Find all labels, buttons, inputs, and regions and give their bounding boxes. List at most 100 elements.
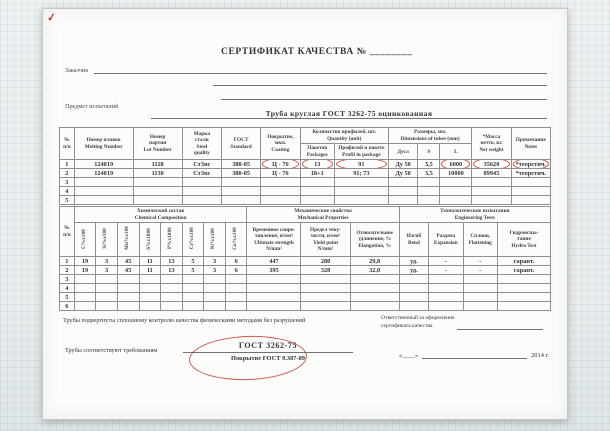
table-cell: 3 bbox=[95, 256, 118, 267]
table-cell: 89945 bbox=[471, 168, 512, 179]
col-p1000: Р%х1000 bbox=[160, 222, 183, 258]
table-cell: 91 bbox=[333, 159, 389, 170]
table-cell: 3 bbox=[59, 177, 75, 188]
table-cell bbox=[439, 186, 473, 197]
table-cell bbox=[73, 186, 134, 197]
table-cell bbox=[300, 274, 351, 285]
col-profiles: Профилей в пакете Profil in package bbox=[333, 143, 389, 161]
table-cell bbox=[462, 292, 498, 303]
table-cell: 13 bbox=[160, 256, 183, 267]
table-cell: 2 bbox=[59, 265, 75, 276]
table-cell: 29,8 bbox=[349, 256, 400, 267]
gost-block: ГОСТ 3262-75 Покрытие ГОСТ 9.307-89 bbox=[183, 341, 353, 362]
table-cell bbox=[246, 274, 302, 285]
table-cell: уд. bbox=[398, 265, 430, 276]
table-cell bbox=[116, 274, 140, 285]
table-cell: 124019 bbox=[73, 159, 134, 170]
table-cell bbox=[95, 301, 118, 312]
table-cell bbox=[333, 186, 389, 197]
date-year: 2014 г. bbox=[531, 352, 549, 359]
page-title: СЕРТИФИКАТ КАЧЕСТВА № ________ bbox=[221, 47, 413, 57]
table-cell bbox=[116, 283, 140, 294]
table-cell bbox=[246, 301, 302, 312]
col-melting: Номер плавок Melting Number bbox=[73, 126, 134, 161]
table-cell: 380-05 bbox=[220, 159, 262, 170]
control-note: Трубы подвергнуты сплошному контролю кач… bbox=[63, 317, 306, 324]
chem-mech-table-wrap: № п/п Химический состав Chemical Composi… bbox=[59, 205, 552, 312]
table-row: 5 bbox=[59, 292, 552, 303]
table-cell bbox=[73, 195, 134, 206]
pipes-table-wrap: № п/п Номер плавок Melting Number Номер … bbox=[59, 126, 552, 206]
table-cell bbox=[181, 195, 223, 206]
table-cell: Ц - 76 bbox=[260, 159, 301, 170]
table-cell bbox=[428, 274, 464, 285]
title-blank-line: ________ bbox=[369, 47, 413, 57]
table-cell: 3 bbox=[203, 256, 226, 267]
table-cell bbox=[224, 283, 248, 294]
table-cell bbox=[224, 292, 248, 303]
chem-mech-table: № п/п Химический состав Chemical Composi… bbox=[59, 205, 552, 312]
table-cell bbox=[417, 195, 441, 206]
table-cell bbox=[181, 274, 205, 285]
table-cell bbox=[203, 301, 226, 312]
table-cell bbox=[181, 186, 223, 197]
col-cr: Cr%х100 bbox=[181, 222, 205, 258]
responsible-blank-line bbox=[457, 329, 543, 330]
table-cell: *теоретич. bbox=[510, 168, 552, 179]
col-mn: Mn%х100 bbox=[116, 222, 140, 258]
table-cell bbox=[299, 195, 335, 206]
table-cell bbox=[462, 283, 498, 294]
table-cell bbox=[138, 301, 162, 312]
table-cell bbox=[387, 177, 419, 188]
table-cell: 3,5 bbox=[417, 168, 441, 179]
table-cell: 5 bbox=[181, 256, 205, 267]
table-cell bbox=[260, 186, 301, 197]
table-cell bbox=[160, 283, 183, 294]
col-packages: Пакетов Packages bbox=[299, 143, 335, 161]
table-cell: Ду 50 bbox=[387, 168, 419, 179]
table-cell bbox=[439, 195, 473, 206]
table-cell bbox=[387, 195, 419, 206]
table-row: 1 124019 1128 Ст3пс 380-05 Ц - 76 13 91 Ду 50 3,5… bbox=[59, 159, 552, 170]
table-cell: гарант. bbox=[496, 256, 552, 267]
table-cell: 13 bbox=[299, 159, 335, 170]
table2-header-row-2: С%х100 Si%х100 Mn%х100 S%х1000 Р%х1000 C… bbox=[60, 222, 552, 258]
table-row: 5 bbox=[59, 195, 552, 206]
table-cell: 4 bbox=[59, 186, 75, 197]
table-cell: 11 bbox=[138, 256, 162, 267]
col-cr-label: Cr%х100 bbox=[189, 227, 195, 250]
table-cell bbox=[181, 283, 205, 294]
gost-divider-line bbox=[183, 352, 353, 353]
col-num2: № п/п bbox=[59, 205, 75, 258]
table-cell bbox=[220, 195, 262, 206]
table-cell bbox=[510, 177, 552, 188]
col-s1000: S%х1000 bbox=[138, 222, 162, 258]
table-cell bbox=[203, 274, 226, 285]
table-cell bbox=[299, 186, 335, 197]
table-cell: 1 bbox=[59, 256, 75, 267]
table-row: 1 19 3 45 11 13 5 3 6 447 280 29,8 уд. - - гарант. bbox=[59, 256, 552, 267]
table-cell: 124019 bbox=[73, 168, 134, 179]
table-cell bbox=[181, 301, 205, 312]
col-eng-group: Технологические испытания Engineering Te… bbox=[398, 205, 552, 224]
col-mn-label: Mn%х100 bbox=[125, 226, 131, 251]
blank-line-3 bbox=[221, 99, 547, 100]
col-steel: Марка стали Steel quality bbox=[181, 126, 223, 161]
table-cell bbox=[95, 274, 118, 285]
table-cell bbox=[224, 301, 248, 312]
col-cu-label: Cu%х100 bbox=[233, 227, 239, 250]
col-notes: Примечание Notes bbox=[510, 126, 552, 161]
table-cell: 5 bbox=[181, 265, 205, 276]
date-blank-line bbox=[422, 351, 528, 359]
table-cell bbox=[510, 195, 552, 206]
table-cell bbox=[398, 274, 430, 285]
table-cell: 380-05 bbox=[220, 168, 262, 179]
table-cell: 35620 bbox=[471, 159, 512, 170]
table-cell: Ст3пс bbox=[181, 159, 223, 170]
table-cell: 19 bbox=[73, 265, 97, 276]
table-cell bbox=[181, 292, 205, 303]
table-cell bbox=[462, 301, 498, 312]
col-s1000-label: S%х1000 bbox=[146, 227, 152, 250]
table-cell: 280 bbox=[300, 256, 351, 267]
table-cell: - bbox=[428, 256, 464, 267]
